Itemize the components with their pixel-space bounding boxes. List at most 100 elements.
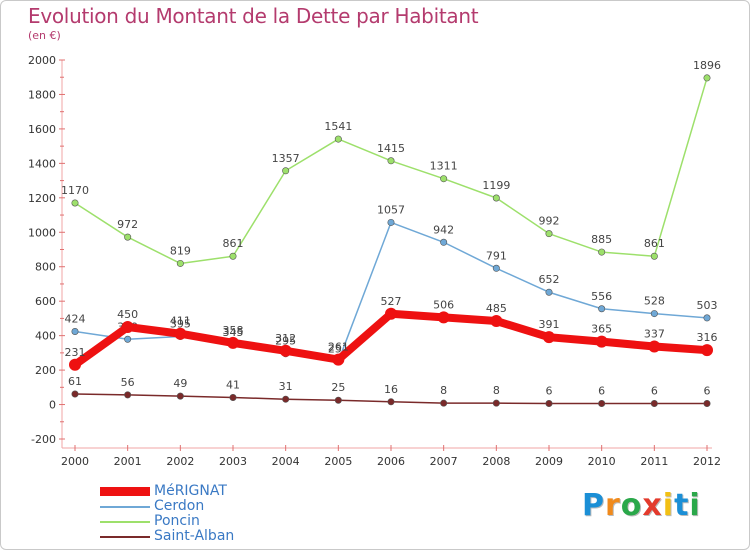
- y-tick-label: 600: [35, 295, 56, 308]
- data-label-saint-alban: 49: [173, 377, 187, 390]
- data-point-saint-alban: [703, 400, 711, 408]
- data-point-cerdon: [650, 310, 658, 318]
- x-tick-label: 2003: [219, 455, 247, 468]
- data-label-cerdon: 942: [433, 223, 454, 236]
- data-point-m-rignat: [543, 331, 555, 344]
- x-tick-label: 2002: [166, 455, 194, 468]
- data-label-cerdon: 556: [591, 290, 612, 303]
- data-label-cerdon: 503: [697, 299, 718, 312]
- data-label-m-rignat: 485: [486, 302, 507, 315]
- data-point-m-rignat: [332, 353, 345, 366]
- data-point-saint-alban: [545, 400, 553, 408]
- data-label-m-rignat: 506: [433, 298, 454, 311]
- logo-letter: x: [642, 488, 663, 523]
- data-label-m-rignat: 316: [697, 331, 718, 344]
- data-label-cerdon: 295: [275, 335, 296, 348]
- data-label-poncin: 972: [117, 218, 138, 231]
- logo-letter: i: [689, 488, 701, 523]
- legend-swatch: [100, 536, 150, 538]
- data-label-m-rignat: 312: [275, 332, 296, 345]
- data-label-poncin: 992: [539, 215, 560, 228]
- data-label-m-rignat: 337: [644, 327, 665, 340]
- data-label-poncin: 1311: [430, 160, 458, 173]
- x-tick-label: 2011: [640, 455, 668, 468]
- data-point-m-rignat: [437, 311, 450, 324]
- legend-label: Saint-Alban: [154, 528, 235, 544]
- data-label-m-rignat: 527: [381, 295, 402, 308]
- y-tick-label: 0: [49, 399, 56, 412]
- legend-label: MéRIGNAT: [154, 483, 227, 499]
- data-point-m-rignat: [490, 314, 503, 327]
- data-label-poncin: 1415: [377, 142, 405, 155]
- y-tick-label: 1600: [28, 123, 56, 136]
- legend-label: Cerdon: [154, 498, 205, 514]
- x-tick-label: 2012: [693, 455, 721, 468]
- data-label-poncin: 861: [223, 237, 244, 250]
- data-point-saint-alban: [229, 393, 237, 401]
- data-point-saint-alban: [440, 399, 448, 407]
- data-point-m-rignat: [701, 344, 713, 357]
- legend-item-poncin: Poncin: [100, 513, 300, 530]
- x-tick-label: 2009: [535, 455, 563, 468]
- data-label-saint-alban: 6: [546, 385, 553, 398]
- data-point-m-rignat: [121, 321, 134, 334]
- data-point-poncin: [71, 199, 79, 207]
- legend-item-cerdon: Cerdon: [100, 498, 300, 515]
- data-point-poncin: [492, 194, 500, 202]
- data-label-poncin: 1357: [272, 152, 300, 165]
- data-point-poncin: [650, 252, 658, 260]
- data-label-poncin: 1170: [61, 184, 89, 197]
- logo-letter: i: [662, 488, 675, 523]
- y-tick-label: 400: [35, 330, 56, 343]
- data-point-cerdon: [545, 288, 553, 296]
- data-label-saint-alban: 8: [493, 384, 500, 397]
- data-label-m-rignat: 450: [117, 308, 138, 321]
- data-label-cerdon: 652: [539, 273, 560, 286]
- data-label-m-rignat: 358: [223, 324, 244, 337]
- x-tick-label: 2007: [430, 455, 458, 468]
- data-label-cerdon: 424: [65, 313, 86, 326]
- legend-item-saint-alban: Saint-Alban: [100, 528, 300, 545]
- data-label-poncin: 861: [644, 237, 665, 250]
- data-label-cerdon: 345: [223, 326, 244, 339]
- data-point-poncin: [598, 248, 606, 256]
- data-point-saint-alban: [334, 396, 342, 404]
- data-point-saint-alban: [282, 395, 290, 403]
- legend-swatch: [100, 521, 150, 523]
- x-tick-label: 2006: [377, 455, 405, 468]
- chart-title: Evolution du Montant de la Dette par Hab…: [28, 4, 479, 28]
- data-label-poncin: 1896: [693, 59, 721, 72]
- y-tick-label: 800: [35, 261, 56, 274]
- data-label-saint-alban: 25: [331, 381, 345, 394]
- data-label-saint-alban: 6: [651, 385, 658, 398]
- data-point-poncin: [387, 157, 395, 165]
- data-label-saint-alban: 6: [598, 385, 605, 398]
- data-label-cerdon: 528: [644, 295, 665, 308]
- data-label-saint-alban: 41: [226, 378, 240, 391]
- data-label-m-rignat: 411: [170, 315, 191, 328]
- data-point-poncin: [440, 175, 448, 183]
- series-line-poncin: [74, 77, 708, 265]
- data-point-saint-alban: [387, 398, 395, 406]
- legend-swatch: [100, 487, 150, 496]
- data-point-cerdon: [492, 264, 500, 272]
- logo-letter: P: [582, 488, 605, 523]
- data-label-cerdon: 791: [486, 249, 507, 262]
- data-label-m-rignat: 231: [65, 346, 86, 359]
- legend-item-m-rignat: MéRIGNAT: [100, 483, 300, 500]
- legend-swatch: [100, 506, 150, 508]
- data-point-saint-alban: [598, 400, 606, 408]
- data-label-m-rignat: 365: [591, 323, 612, 336]
- data-point-cerdon: [440, 238, 448, 246]
- x-tick-label: 2008: [482, 455, 510, 468]
- data-point-m-rignat: [595, 335, 608, 348]
- data-label-m-rignat: 261: [328, 341, 349, 354]
- y-tick-label: 1400: [28, 157, 56, 170]
- logo-letter: t: [674, 488, 690, 523]
- data-point-poncin: [176, 259, 184, 267]
- data-point-saint-alban: [650, 400, 658, 408]
- x-tick-label: 2005: [324, 455, 352, 468]
- y-tick-label: 2000: [28, 54, 56, 67]
- data-point-poncin: [545, 230, 553, 238]
